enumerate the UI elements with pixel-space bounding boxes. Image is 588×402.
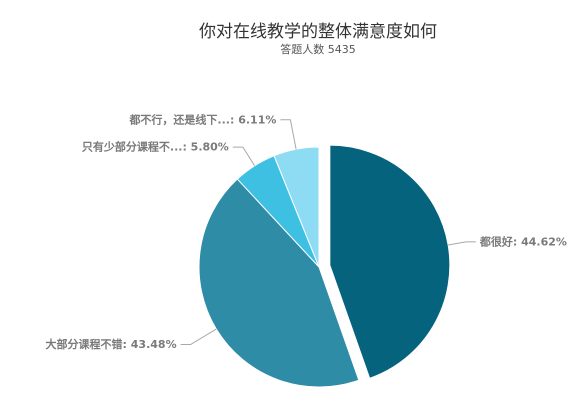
leader-line-1 <box>448 241 476 246</box>
leader-line-3 <box>232 146 256 166</box>
slice-label-4: 都不行，还是线下...: 6.11% <box>128 112 276 126</box>
slice-label-3: 只有少部分课程不...: 5.80% <box>82 140 229 154</box>
chart-subtitle: 答题人数 5435 <box>280 42 356 56</box>
pie-labels: 都很好: 44.62% 大部分课程不错: 43.48% 只有少部分课程不...: 5… <box>46 112 567 351</box>
chart-title: 你对在线教学的整体满意度如何 <box>199 22 437 42</box>
leader-line-2 <box>180 328 217 346</box>
slice-label-1: 都很好: 44.62% <box>479 234 567 248</box>
pie-slice-2 <box>198 178 360 388</box>
pie-slice-1 <box>329 144 451 379</box>
leader-line-4 <box>280 119 297 150</box>
slice-label-2: 大部分课程不错: 43.48% <box>46 337 177 351</box>
pie-slices <box>198 144 451 388</box>
